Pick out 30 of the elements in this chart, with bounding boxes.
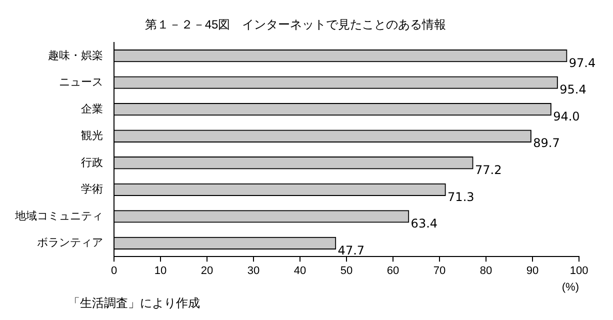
x-tick-label: 10 — [154, 265, 167, 278]
text: 「生活調査」により作成 — [68, 296, 200, 310]
data-label: 89.7 — [533, 136, 560, 150]
x-tick-label: 100 — [570, 265, 588, 278]
x-tick-label: 30 — [247, 265, 260, 278]
y-tick-label: 行政 — [81, 156, 103, 169]
y-tick-label: 企業 — [81, 103, 103, 116]
y-tick-label: 趣味・娯楽 — [48, 48, 103, 62]
x-tick-label: 50 — [340, 265, 353, 278]
x-axis-title: (%) — [562, 281, 579, 294]
data-label: 97.4 — [568, 56, 596, 70]
y-tick-label: ボランティア — [37, 237, 103, 250]
x-tick-label: 40 — [294, 265, 306, 278]
data-label: 94.0 — [553, 109, 580, 124]
data-label: 63.4 — [410, 216, 438, 231]
data-label: 77.2 — [474, 163, 502, 178]
data-label: 95.4 — [560, 82, 586, 97]
y-tick-label: 学術 — [81, 184, 103, 196]
y-tick-label: 地域コミュニティ — [14, 209, 103, 222]
x-tick-label: 70 — [433, 265, 446, 278]
x-tick-label: 60 — [386, 265, 400, 278]
chart-title: 第１－２－45図 インターネットで見たことのある情報 — [144, 18, 446, 32]
x-tick-label: 90 — [526, 265, 539, 278]
y-tick-label: 観光 — [81, 129, 103, 142]
x-tick-label: 80 — [480, 265, 492, 278]
x-tick-label: 20 — [200, 265, 214, 278]
x-tick-label: 0 — [110, 265, 118, 278]
y-tick-label: ニュース — [59, 76, 103, 89]
data-label: 47.7 — [338, 243, 365, 258]
data-label: 71.3 — [448, 190, 474, 204]
